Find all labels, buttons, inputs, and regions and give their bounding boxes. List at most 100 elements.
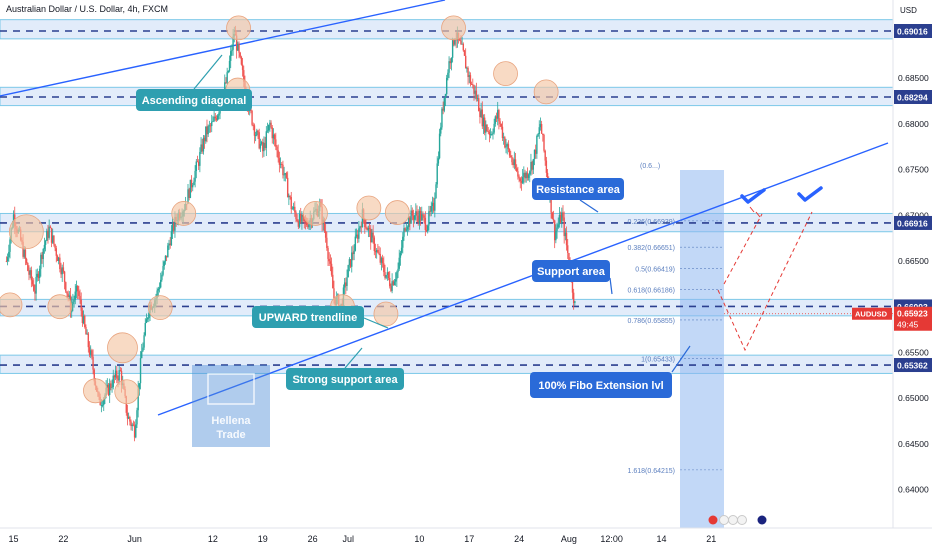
level-badge-text: 0.68294 xyxy=(897,93,928,103)
candle-body xyxy=(462,43,465,51)
annotation-box[interactable] xyxy=(532,260,610,282)
candle-body xyxy=(563,217,565,237)
x-tick-label: 26 xyxy=(308,534,318,544)
candle-body xyxy=(463,50,466,56)
candle-body xyxy=(400,247,403,253)
candle-body xyxy=(428,211,430,226)
event-flag-us-2-icon[interactable] xyxy=(737,515,747,525)
candle-body xyxy=(511,157,513,163)
candle-body xyxy=(256,130,258,136)
annotations-layer[interactable]: Ascending diagonal Resistance area Support… xyxy=(136,54,691,398)
candle-body xyxy=(413,215,416,220)
level-badge xyxy=(894,90,932,104)
candle-body xyxy=(197,161,200,166)
event-flag-us-icon[interactable] xyxy=(719,515,729,525)
candle-body xyxy=(466,67,468,69)
candle-body xyxy=(288,195,290,198)
candle-body xyxy=(421,214,423,221)
candle-body xyxy=(285,173,288,178)
candle-body xyxy=(443,98,446,111)
candle-body xyxy=(92,356,94,370)
candle-body xyxy=(211,121,213,127)
candle-body xyxy=(474,90,476,94)
candle-body xyxy=(483,117,486,133)
annotation-box[interactable] xyxy=(252,306,364,328)
event-flag-au-icon[interactable] xyxy=(728,515,738,525)
candle-body xyxy=(135,424,137,438)
event-icons[interactable] xyxy=(708,515,767,525)
candle-body xyxy=(163,261,165,267)
candle-body xyxy=(238,43,240,53)
candle-body xyxy=(119,370,122,371)
candle-body xyxy=(41,254,43,260)
candle-body xyxy=(54,244,56,249)
candle-body xyxy=(239,52,241,57)
candle-body xyxy=(381,258,384,264)
swing-marker-circle xyxy=(493,61,518,86)
level-badge xyxy=(894,24,932,38)
candle-body xyxy=(161,274,163,280)
event-flash-icon[interactable] xyxy=(708,515,718,525)
candle-body xyxy=(571,276,574,293)
candle-body xyxy=(383,263,385,273)
annotation-box[interactable] xyxy=(532,178,624,200)
annotation-pointer xyxy=(671,345,691,373)
current-price-badge xyxy=(894,306,932,331)
annotation-pointer xyxy=(579,199,599,213)
time-axis[interactable]: 15 22 Jun 12 19 26 Jul 10 17 24 Aug 12:00 14 21 xyxy=(9,534,717,544)
annotation-box[interactable] xyxy=(530,372,672,398)
candle-body xyxy=(281,164,283,165)
candle-body xyxy=(524,172,526,179)
candle-body xyxy=(506,144,508,147)
candle-body xyxy=(367,227,370,231)
candle-body xyxy=(404,228,406,231)
price-axis[interactable]: 0.635000.640000.645000.650000.655000.660… xyxy=(724,24,932,540)
candle-body xyxy=(157,288,160,291)
candle-body xyxy=(31,280,34,285)
candle-body xyxy=(286,177,289,198)
candle-body xyxy=(117,378,119,381)
candle-body xyxy=(561,212,563,223)
candle-body xyxy=(240,56,243,65)
candle-body xyxy=(187,189,189,204)
swing-marker-circle xyxy=(147,295,173,321)
candle-body xyxy=(189,179,192,198)
candle-body xyxy=(296,219,298,222)
annotation-box[interactable] xyxy=(136,89,252,111)
candle-body xyxy=(384,272,386,278)
x-tick-label: 12:00 xyxy=(600,534,623,544)
candle-body xyxy=(72,301,74,304)
fib-labels-layer: (0.6...) 0.236(0.66939) 0.382(0.66651) 0.5(… xyxy=(628,163,724,475)
candle-body xyxy=(359,226,361,229)
annotation-box[interactable] xyxy=(286,368,404,390)
candle-body xyxy=(89,350,92,355)
fib-level-label: 0.5(0.66419) xyxy=(635,266,675,273)
candle-body xyxy=(107,384,110,396)
candle-body xyxy=(546,172,549,182)
candle-body xyxy=(202,137,205,152)
candle-body xyxy=(410,210,412,224)
candle-body xyxy=(258,132,260,149)
candle-body xyxy=(143,335,145,348)
candle-body xyxy=(494,116,497,124)
marker-circles-layer xyxy=(0,15,559,405)
candle-body xyxy=(120,370,123,386)
candle-body xyxy=(412,215,415,220)
candle-body xyxy=(138,383,141,389)
candle-body xyxy=(347,265,349,278)
candle-body xyxy=(43,244,46,249)
candle-body xyxy=(188,189,190,198)
candle-body xyxy=(171,223,174,232)
candle-body xyxy=(408,217,410,228)
candle-body xyxy=(110,383,112,388)
candle-body xyxy=(534,149,537,154)
event-flag-au-2-icon[interactable] xyxy=(757,515,767,525)
candle-body xyxy=(553,220,556,241)
candle-body xyxy=(435,184,437,199)
candle-body xyxy=(27,263,29,271)
candle-body xyxy=(348,259,351,266)
candle-body xyxy=(385,274,387,278)
level-badge xyxy=(894,215,932,230)
annotation-pointer xyxy=(609,277,613,295)
